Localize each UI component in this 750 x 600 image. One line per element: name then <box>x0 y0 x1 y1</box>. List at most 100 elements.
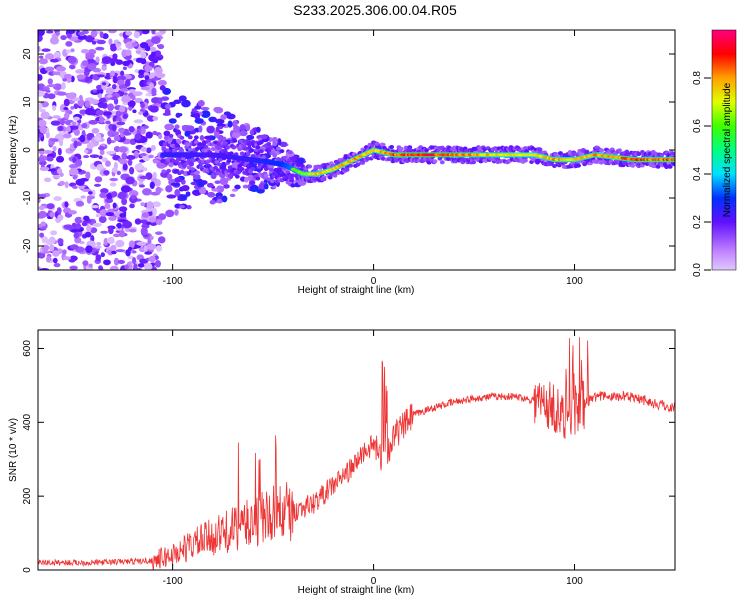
spectrogram-cell <box>49 244 55 252</box>
spectrogram-cell <box>128 246 133 251</box>
spectrogram-cell <box>181 185 190 192</box>
spectrogram-cell <box>249 148 255 153</box>
spectrogram-cell <box>105 212 114 217</box>
spectrogram-x-label: Height of straight line (km) <box>298 285 415 296</box>
spectrogram-cell <box>125 176 135 185</box>
spectrogram-cell <box>250 166 256 171</box>
spectrogram-cell <box>41 236 49 244</box>
spectrogram-cell <box>231 145 237 150</box>
spectrogram-cell <box>38 119 47 128</box>
y-tick-label: 0 <box>22 147 33 153</box>
spectrogram-cell <box>256 168 262 173</box>
spectrogram-cell <box>180 156 186 161</box>
x-tick-label: -100 <box>163 276 183 287</box>
spectrogram-cell <box>231 188 239 192</box>
spectrogram-cell <box>40 221 46 227</box>
spectrogram-cell <box>523 158 528 163</box>
spectrogram-cell <box>271 136 278 143</box>
spectrogram-cell <box>126 155 136 160</box>
spectrogram-cell <box>157 134 163 140</box>
spectrogram-cell <box>53 51 61 59</box>
spectrogram-cell <box>46 30 54 34</box>
spectrogram-cell <box>667 164 673 169</box>
spectrogram-cell <box>243 146 249 151</box>
spectrogram-cell <box>144 64 151 73</box>
spectrogram-cell <box>165 185 173 193</box>
spectrogram-cell <box>85 231 92 238</box>
spectrogram-cell <box>207 191 216 198</box>
spectrogram-cell <box>131 42 139 47</box>
spectrogram-cell <box>140 86 150 91</box>
spectrogram-cell <box>236 170 241 175</box>
spectrogram-cell <box>173 99 182 104</box>
spectrogram-cell <box>216 199 223 204</box>
spectrogram-cell <box>149 105 159 113</box>
spectrogram-cell <box>644 161 650 166</box>
spectrogram-cell <box>48 236 56 244</box>
spectrogram-cell <box>175 157 181 162</box>
spectrogram-cell <box>116 170 121 176</box>
spectrogram-cell <box>129 203 135 209</box>
spectrogram-cell <box>398 146 404 151</box>
spectrogram-cell <box>52 71 62 76</box>
spectrogram-cell <box>142 188 152 196</box>
spectrogram-cell <box>128 166 135 175</box>
spectrogram-cell <box>73 140 78 149</box>
spectrogram-cell <box>134 218 142 225</box>
spectrogram-cell <box>52 250 60 257</box>
spectrogram-cell <box>102 82 107 86</box>
spectrogram-cell <box>38 210 47 219</box>
spectrogram-cell <box>103 170 110 176</box>
spectrogram-cell <box>290 173 296 178</box>
spectrogram-cell <box>85 35 95 43</box>
spectrogram-cell <box>672 162 675 167</box>
spectrogram-cell <box>121 197 128 206</box>
spectrogram-cell <box>63 224 74 230</box>
spectrogram-cell <box>172 138 178 143</box>
spectrogram-cell <box>122 66 127 71</box>
spectrogram-cell <box>106 192 113 200</box>
spectrogram-cell <box>149 222 158 226</box>
spectrogram-cell <box>94 176 103 183</box>
spectrogram-cell <box>439 160 445 165</box>
spectrogram-cell <box>535 158 540 163</box>
spectrogram-cell <box>64 201 69 208</box>
spectrogram-cell <box>239 124 246 132</box>
spectrogram-cell <box>153 56 163 61</box>
y-tick-label: 600 <box>22 340 33 357</box>
spectrogram-cell <box>187 147 193 152</box>
spectrogram-cell <box>118 105 126 113</box>
spectrogram-cell <box>636 152 642 157</box>
spectrogram-cell <box>38 133 44 138</box>
spectrogram-cell <box>213 106 221 113</box>
colorbar: 0.0 0.2 0.4 0.6 0.8 Normalized spectral ampl… <box>692 29 737 277</box>
spectrogram-cell <box>80 49 90 54</box>
spectrogram-cell <box>477 146 483 151</box>
spectrogram-cell <box>49 168 56 172</box>
spectrogram-cell <box>268 145 274 150</box>
spectrogram-cell <box>57 147 62 156</box>
spectrogram-cell <box>248 180 256 185</box>
spectrogram-cell <box>69 167 79 176</box>
spectrogram-cell <box>65 49 72 54</box>
spectrogram-cell <box>149 46 157 53</box>
spectrogram-cell <box>73 103 79 110</box>
spectrogram-cell <box>67 55 77 64</box>
spectrogram-cell <box>112 131 120 136</box>
spectrogram-cell <box>151 30 156 35</box>
spectrogram-cell <box>49 36 60 45</box>
spectrogram-cell <box>81 60 89 67</box>
spectrogram-cell <box>195 178 203 185</box>
spectrogram-cell <box>97 92 103 99</box>
spectrogram-cell <box>38 90 45 97</box>
spectrogram-cell <box>197 100 205 107</box>
spectrogram-cell <box>145 131 153 139</box>
spectrogram-cell <box>116 121 126 126</box>
snr-series-line <box>38 337 675 570</box>
spectrogram-cell <box>127 255 134 260</box>
spectrogram-cell <box>233 125 240 134</box>
colorbar-tick-label: 0.6 <box>692 119 703 133</box>
spectrogram-cell <box>113 233 121 238</box>
spectrogram-cell <box>72 121 77 126</box>
spectrogram-cell <box>192 173 201 180</box>
